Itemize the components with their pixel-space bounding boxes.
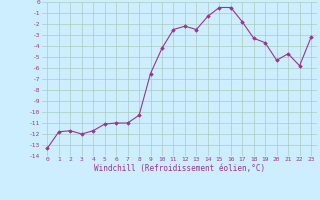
- X-axis label: Windchill (Refroidissement éolien,°C): Windchill (Refroidissement éolien,°C): [94, 164, 265, 173]
